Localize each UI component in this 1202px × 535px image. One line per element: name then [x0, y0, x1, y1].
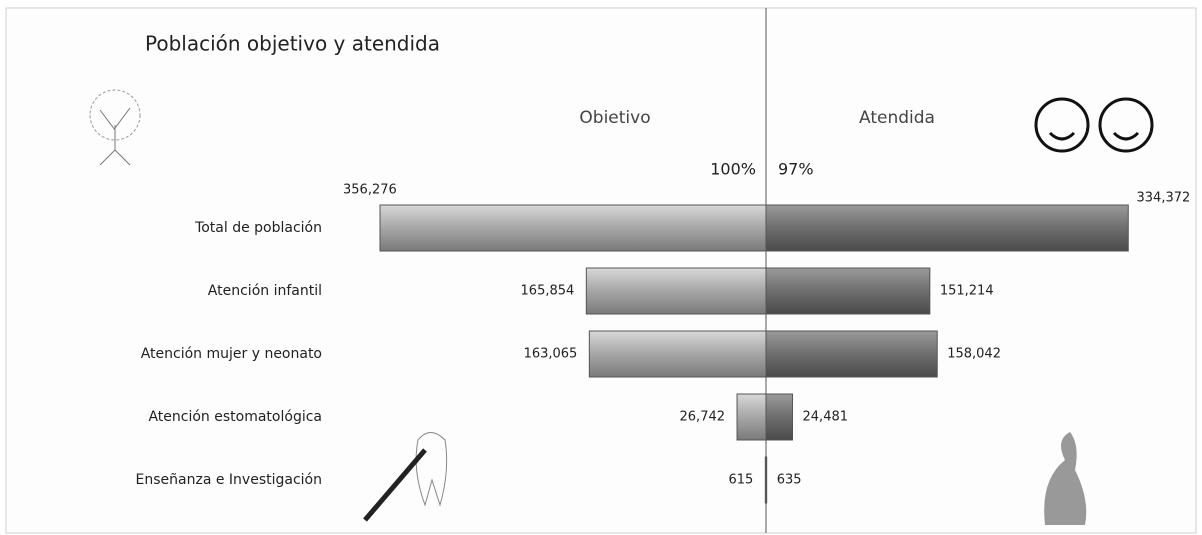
- value-label: 151,214: [940, 284, 994, 299]
- value-label: 158,042: [947, 347, 1001, 362]
- category-label: Enseñanza e Investigación: [136, 472, 322, 488]
- bar: [588, 330, 767, 378]
- bar: [585, 267, 767, 315]
- bar: [765, 456, 768, 504]
- figure-icon: [1044, 432, 1087, 525]
- bar: [765, 267, 931, 315]
- value-label: 26,742: [680, 410, 726, 425]
- tooth-icon: [363, 432, 448, 522]
- bar: [379, 204, 767, 252]
- value-label: 635: [777, 473, 802, 488]
- category-label: Atención estomatológica: [148, 409, 322, 425]
- bar: [765, 204, 1129, 252]
- children-icon: [1034, 97, 1154, 153]
- value-label: 334,372: [1137, 191, 1191, 206]
- category-label: Total de población: [194, 220, 322, 236]
- series-header: Atendida: [859, 108, 935, 128]
- bar: [765, 330, 938, 378]
- value-label: 356,276: [343, 183, 397, 198]
- value-label: 163,065: [524, 347, 578, 362]
- value-label: 24,481: [803, 410, 849, 425]
- chart-title: Población objetivo y atendida: [145, 32, 440, 56]
- bar: [765, 393, 794, 441]
- percent-label: 100%: [710, 160, 756, 179]
- value-label: 165,854: [521, 284, 575, 299]
- category-label: Atención infantil: [208, 283, 322, 299]
- series-header: Obietivo: [579, 108, 650, 128]
- value-label: 615: [729, 473, 754, 488]
- percent-label: 97%: [778, 160, 814, 179]
- tree-icon: [89, 89, 141, 166]
- bar: [736, 393, 767, 441]
- category-label: Atención mujer y neonato: [141, 346, 322, 362]
